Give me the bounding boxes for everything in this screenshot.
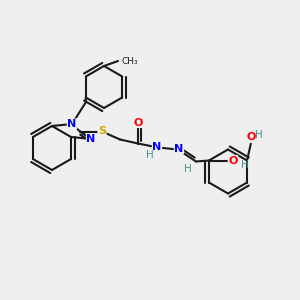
Text: H: H	[184, 164, 192, 173]
Text: CH₃: CH₃	[121, 56, 138, 65]
Text: S: S	[98, 127, 106, 136]
Text: N: N	[174, 143, 184, 154]
Text: H: H	[241, 160, 249, 170]
Text: N: N	[152, 142, 162, 152]
Text: H: H	[146, 151, 154, 160]
Text: N: N	[68, 119, 76, 129]
Text: H: H	[255, 130, 263, 140]
Text: O: O	[133, 118, 143, 128]
Text: N: N	[86, 134, 96, 144]
Text: O: O	[228, 155, 238, 166]
Text: O: O	[246, 133, 256, 142]
